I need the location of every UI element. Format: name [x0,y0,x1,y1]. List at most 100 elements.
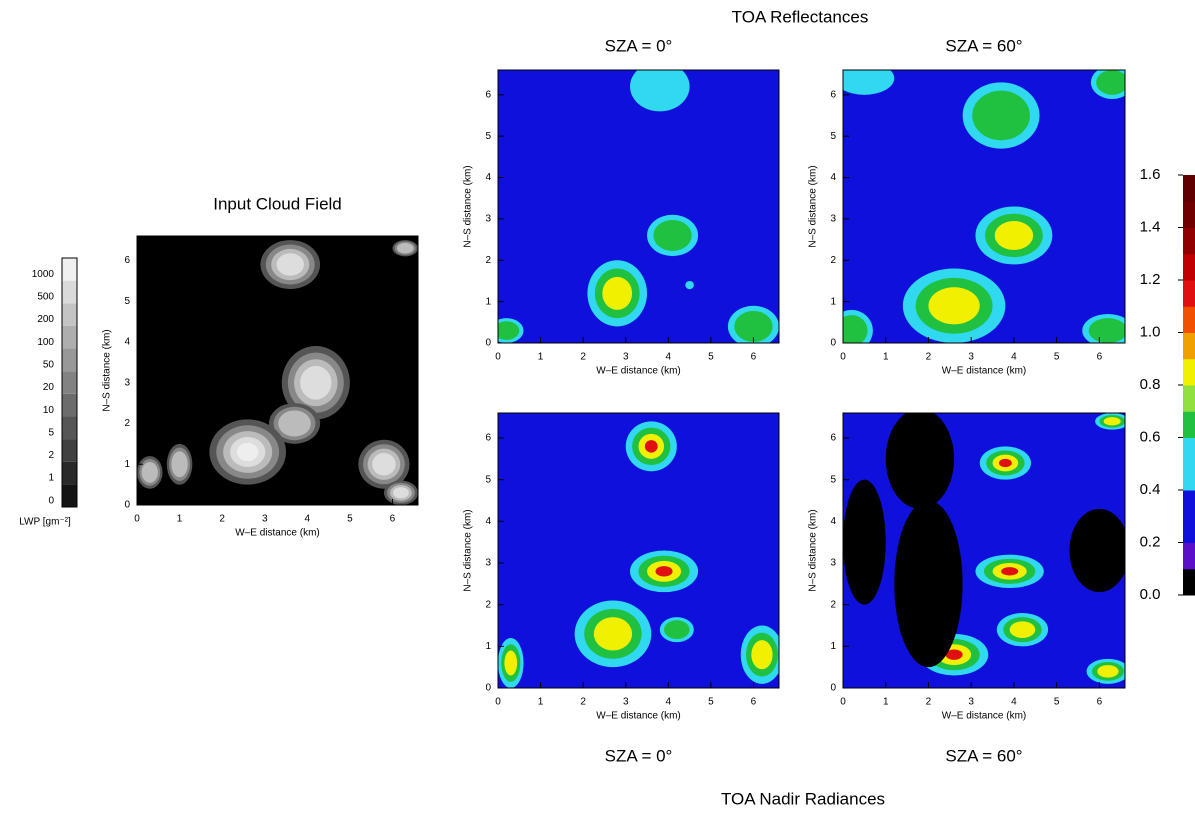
colorbar-segment [1183,201,1195,228]
x-tick-label: 6 [1097,352,1103,363]
colorbar-tick-label: 50 [43,360,55,371]
x-tick-label: 0 [495,697,501,708]
cloud [928,287,979,324]
colorbar-segment [1183,228,1195,255]
y-axis-label: N–S distance (km) [808,165,819,247]
cloud [393,487,409,498]
y-tick-label: 0 [485,683,491,694]
y-tick-label: 3 [124,377,130,388]
clear-region [886,409,954,509]
cloud [278,410,311,436]
y-tick-label: 2 [485,255,491,266]
colorbar-level [62,349,77,372]
x-tick-label: 1 [538,352,544,363]
cloud [1001,567,1018,575]
colorbar-segment [1183,438,1195,465]
y-tick-label: 5 [830,131,836,142]
x-tick-label: 3 [623,697,629,708]
x-tick-label: 6 [390,514,396,525]
colorbar-tick-label: 20 [43,382,55,393]
x-axis-label: W–E distance (km) [596,366,680,377]
y-tick-label: 5 [124,296,130,307]
figure-title: TOA Reflectances [732,7,869,26]
y-tick-label: 4 [830,172,836,183]
colorbar-segment [1183,385,1195,412]
y-tick-label: 0 [830,338,836,349]
cloud [656,566,673,576]
x-tick-label: 1 [538,697,544,708]
cloud [653,220,691,251]
cloud [1097,665,1118,678]
x-tick-label: 0 [134,514,140,525]
colorbar-tick-label: 5 [48,427,54,438]
cloud [372,453,396,475]
colorbar-segment [1183,280,1195,307]
colorbar-level [62,394,77,417]
y-tick-label: 3 [830,558,836,569]
cloud [594,617,632,650]
clear-region [1069,509,1129,592]
colorbar-level [62,326,77,349]
y-tick-label: 6 [485,89,491,100]
x-tick-label: 4 [666,352,672,363]
colorbar-tick-label: 0.8 [1140,376,1161,393]
y-tick-label: 1 [124,459,130,470]
colorbar-segment [1183,464,1195,491]
y-tick-label: 2 [485,599,491,610]
colorbar-tick-label: 10 [43,405,55,416]
colorbar-tick-label: 100 [37,337,54,348]
panel-title: Input Cloud Field [213,194,342,213]
y-tick-label: 4 [830,516,836,527]
colorbar-tick-label: 1000 [32,269,55,280]
x-tick-label: 5 [1054,352,1060,363]
cloud [300,366,331,400]
x-tick-label: 6 [751,352,757,363]
y-tick-label: 0 [830,683,836,694]
x-tick-label: 1 [883,352,889,363]
colorbar-level [62,258,77,281]
y-tick-label: 2 [830,255,836,266]
cloud [277,253,304,275]
colorbar-level [62,462,77,485]
colorbar-tick-label: 1.2 [1140,271,1161,288]
colorbar-segment [1183,516,1195,543]
y-tick-label: 1 [485,296,491,307]
cloud [397,243,413,253]
y-tick-label: 6 [830,89,836,100]
colorbar-tick-label: 1.0 [1140,323,1161,340]
cloud [142,462,158,483]
colorbar-segment [1183,490,1195,517]
y-tick-label: 0 [124,500,130,511]
x-tick-label: 1 [177,514,183,525]
x-tick-label: 4 [666,697,672,708]
colorbar-tick-label: 0.4 [1140,481,1161,498]
x-tick-label: 4 [1011,352,1017,363]
y-tick-label: 4 [124,337,130,348]
x-tick-label: 3 [968,697,974,708]
cloud [1104,417,1121,425]
clear-region [843,480,886,605]
x-tick-label: 0 [495,352,501,363]
colorbar-segment [1183,254,1195,281]
colorbar-level [62,484,77,507]
x-tick-label: 5 [347,514,353,525]
cloud [1010,621,1036,638]
y-tick-label: 3 [830,214,836,225]
panel-title: SZA = 60° [945,746,1022,765]
cloud [995,221,1033,250]
y-axis-label: N–S distance (km) [102,329,113,411]
colorbar-segment [1183,569,1195,596]
cloud [630,62,690,112]
cloud [1096,70,1128,95]
cloud [972,91,1030,141]
cloud [171,451,187,477]
x-tick-label: 5 [708,352,714,363]
x-tick-label: 1 [883,697,889,708]
y-tick-label: 5 [830,474,836,485]
colorbar-tick-label: 1 [48,473,54,484]
cloud [602,277,632,310]
cloud [751,640,772,669]
y-axis-label: N–S distance (km) [808,509,819,591]
x-tick-label: 3 [968,352,974,363]
cloud [664,620,690,639]
